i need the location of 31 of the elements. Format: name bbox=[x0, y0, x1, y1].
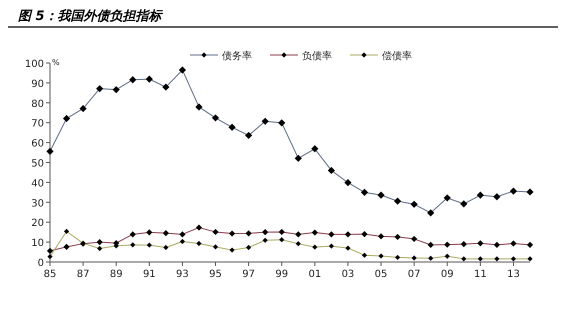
y-tick-label: 10 bbox=[31, 238, 44, 250]
legend-label: 债务率 bbox=[222, 50, 252, 62]
y-tick-label: 80 bbox=[31, 98, 44, 110]
legend-label: 负债率 bbox=[302, 50, 332, 62]
y-tick-label: 70 bbox=[31, 118, 44, 130]
y-tick-label: 90 bbox=[31, 78, 44, 90]
y-tick-label: 0 bbox=[38, 258, 44, 269]
x-tick-label: 93 bbox=[176, 269, 189, 280]
x-tick-label: 99 bbox=[275, 269, 288, 280]
x-tick-label: 87 bbox=[76, 269, 90, 280]
x-tick-label: 95 bbox=[209, 269, 222, 280]
x-tick-label: 13 bbox=[507, 269, 520, 280]
x-tick-label: 91 bbox=[142, 269, 156, 280]
x-tick-label: 09 bbox=[440, 269, 454, 280]
y-tick-label: 30 bbox=[31, 198, 44, 210]
title: 图 5：我国外债负担指标 bbox=[18, 9, 162, 24]
x-tick-label: 89 bbox=[110, 269, 123, 280]
x-tick-label: 01 bbox=[308, 269, 322, 280]
y-tick-label: 40 bbox=[31, 178, 44, 190]
y-tick-label: 20 bbox=[31, 218, 44, 230]
x-tick-label: 05 bbox=[374, 269, 388, 280]
x-tick-label: 97 bbox=[242, 269, 255, 280]
y-tick-label: 60 bbox=[31, 138, 44, 150]
y-axis-title: % bbox=[52, 58, 60, 67]
x-tick-label: 11 bbox=[474, 269, 487, 280]
legend-label: 偿债率 bbox=[382, 50, 412, 62]
y-tick-label: 50 bbox=[31, 158, 44, 170]
x-tick-label: 03 bbox=[342, 269, 354, 280]
y-tick-label: 100 bbox=[24, 59, 44, 70]
x-tick-label: 07 bbox=[408, 269, 421, 280]
x-tick-label: 85 bbox=[44, 269, 56, 280]
